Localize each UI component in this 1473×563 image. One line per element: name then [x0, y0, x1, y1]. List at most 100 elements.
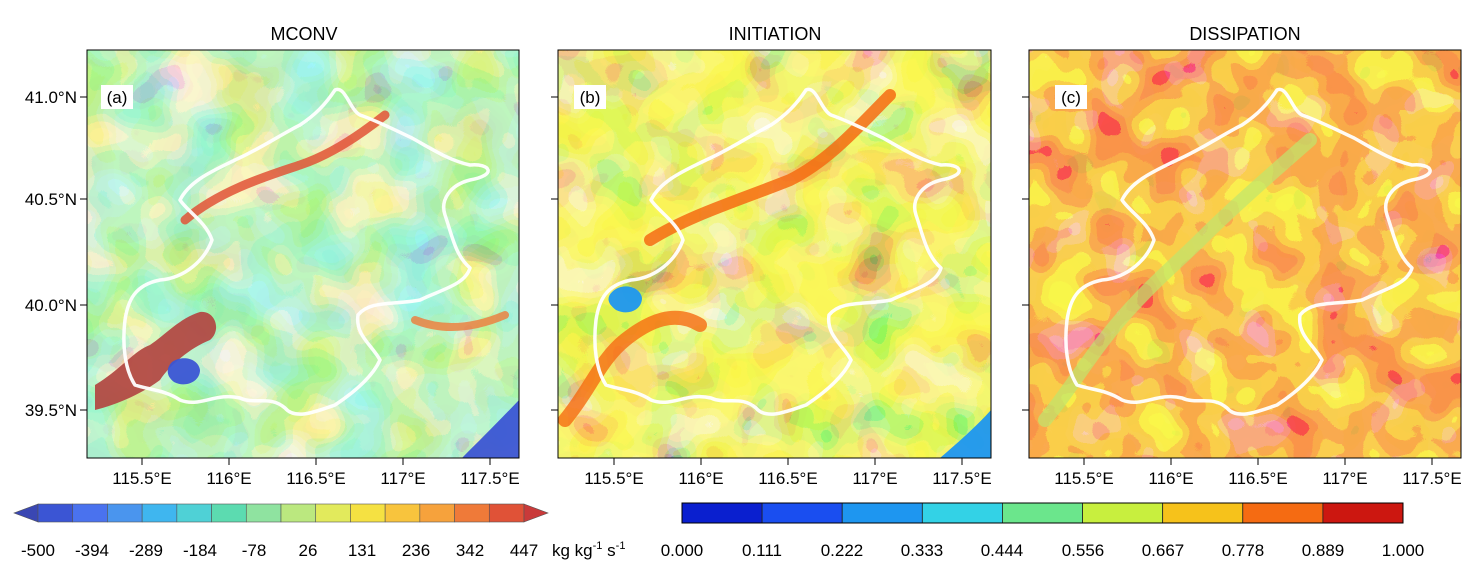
- colorbar-cell: [245, 503, 282, 523]
- colorbar-unit-label: kg kg-1 s-1: [552, 540, 625, 560]
- panel-b-x-axis: 115.5°E 116°E 116.5°E 117°E 117.5°E: [584, 458, 992, 488]
- colorbar-tick-label: -78: [242, 541, 267, 560]
- colorbar-cell: [761, 502, 843, 524]
- panel-b-cold-corner: [940, 410, 991, 458]
- colorbar-tick-label: 0.111: [742, 541, 782, 560]
- x-tick-label: 117.5°E: [1402, 469, 1461, 488]
- colorbar-cell: [141, 503, 178, 523]
- colorbar-tick-label: 131: [348, 541, 376, 560]
- panel-b-y-ticks: [551, 96, 558, 411]
- colorbar-tick-label: 0.333: [901, 541, 944, 560]
- x-tick-label: 116°E: [206, 469, 251, 488]
- panel-a-label: (a): [107, 88, 128, 107]
- colorbar-cell: [13, 503, 39, 523]
- colorbar-cell: [523, 503, 549, 523]
- x-tick-label: 117°E: [1322, 469, 1367, 488]
- colorbar-probability-labels: 0.000 0.111 0.222 0.333 0.444 0.556 0.66…: [661, 541, 1425, 560]
- colorbar-tick-label: -289: [129, 541, 163, 560]
- panel-a-warm-band: [180, 110, 390, 225]
- x-tick-label: 117.5°E: [932, 469, 991, 488]
- colorbar-cell: [921, 502, 1003, 524]
- y-tick-label: 41.0°N: [25, 88, 77, 107]
- x-tick-label: 115.5°E: [1054, 469, 1113, 488]
- colorbar-tick-label: 0.000: [661, 541, 704, 560]
- panel-c-boundary: [1064, 87, 1432, 416]
- panel-b-warm-band: [644, 89, 896, 246]
- colorbar-tick-label: 0.778: [1222, 541, 1265, 560]
- panel-b-label-box: [574, 85, 606, 109]
- colorbar-probability: 0.000 0.111 0.222 0.333 0.444 0.556 0.66…: [661, 502, 1425, 560]
- panel-a-boundary: [122, 87, 490, 416]
- panel-b: INITIATION (b) 115.5°E 116°E 116.5°E 117…: [551, 24, 992, 488]
- y-tick-label: 39.5°N: [25, 401, 77, 420]
- colorbar-mconv-labels: -500 -394 -289 -184 -78 26 131 236 342 4…: [21, 541, 538, 560]
- x-tick-label: 116.5°E: [758, 469, 817, 488]
- panel-b-field: [558, 50, 991, 458]
- colorbar-tick-label: 342: [456, 541, 484, 560]
- colorbar-tick-label: 0.556: [1062, 541, 1105, 560]
- panel-b-cold-spot: [608, 286, 642, 313]
- colorbar-tick-label: 1.000: [1382, 541, 1425, 560]
- colorbar-mconv-cells: [13, 503, 549, 523]
- colorbar-tick-label: 0.667: [1142, 541, 1185, 560]
- panel-c-green-band: [1038, 133, 1317, 427]
- colorbar-cell: [107, 503, 143, 523]
- colorbar-tick-label: -500: [21, 541, 55, 560]
- colorbar-tick-label: 236: [402, 541, 430, 560]
- colorbar-cell: [315, 503, 351, 523]
- panel-b-boundary: [593, 87, 961, 416]
- panel-a-title: MCONV: [271, 24, 338, 44]
- colorbar-cell: [1002, 502, 1083, 524]
- colorbar-cell: [176, 503, 212, 523]
- panel-a-cold-corner: [462, 400, 519, 458]
- colorbar-mconv: -500 -394 -289 -184 -78 26 131 236 342 4…: [13, 503, 625, 560]
- colorbar-tick-label: 0.889: [1302, 541, 1345, 560]
- panel-c-label: (c): [1061, 88, 1081, 107]
- colorbar-cell: [1082, 502, 1164, 524]
- colorbar-cell: [841, 502, 923, 524]
- colorbar-cell: [280, 503, 317, 523]
- x-tick-label: 116.5°E: [286, 469, 345, 488]
- colorbar-cell: [211, 503, 247, 523]
- colorbar-tick-label: -184: [183, 541, 217, 560]
- colorbar-cell: [681, 502, 763, 524]
- panel-b-label: (b): [580, 88, 601, 107]
- panel-a-y-axis: 41.0°N 40.5°N 40.0°N 39.5°N: [25, 88, 87, 420]
- x-tick-label: 117°E: [380, 469, 425, 488]
- panel-c-label-box: [1055, 85, 1087, 109]
- x-tick-label: 115.5°E: [112, 469, 171, 488]
- panel-a-warm-band-2: [411, 311, 509, 331]
- panel-c-title: DISSIPATION: [1189, 24, 1300, 44]
- x-tick-label: 117°E: [852, 469, 897, 488]
- colorbar-cell: [1322, 502, 1404, 524]
- y-tick-label: 40.0°N: [25, 296, 77, 315]
- colorbar-cell: [488, 503, 525, 523]
- x-tick-label: 117.5°E: [460, 469, 519, 488]
- x-tick-label: 116°E: [678, 469, 723, 488]
- colorbar-tick-label: 0.444: [981, 541, 1024, 560]
- colorbar-tick-label: -394: [75, 541, 109, 560]
- colorbar-cell: [384, 503, 421, 523]
- colorbar-tick-label: 0.222: [821, 541, 864, 560]
- colorbar-cell: [419, 503, 455, 523]
- colorbar-tick-label: 26: [299, 541, 318, 560]
- panel-b-warm-band-2: [558, 310, 707, 427]
- colorbar-cell: [1242, 502, 1324, 524]
- panel-c-y-ticks: [1022, 96, 1029, 411]
- x-tick-label: 116.5°E: [1228, 469, 1287, 488]
- panel-a-label-box: [101, 85, 133, 109]
- colorbar-cell: [1162, 502, 1244, 524]
- colorbar-cell: [350, 503, 386, 523]
- colorbar-cell: [37, 503, 74, 523]
- colorbar-cell: [454, 503, 490, 523]
- panel-b-title: INITIATION: [729, 24, 822, 44]
- panel-a-x-axis: 115.5°E 116°E 116.5°E 117°E 117.5°E: [112, 458, 520, 488]
- panel-c-field: [1029, 50, 1461, 458]
- panel-a-cold-spot: [167, 358, 200, 385]
- x-tick-label: 115.5°E: [584, 469, 643, 488]
- panel-c-x-axis: 115.5°E 116°E 116.5°E 117°E 117.5°E: [1054, 458, 1462, 488]
- y-tick-label: 40.5°N: [25, 190, 77, 209]
- panel-a-hotspot: [95, 311, 217, 410]
- panel-c: DISSIPATION (c) 115.5°E 116°E 116.5°E 11…: [1022, 24, 1462, 488]
- colorbar-probability-cells: [681, 502, 1404, 524]
